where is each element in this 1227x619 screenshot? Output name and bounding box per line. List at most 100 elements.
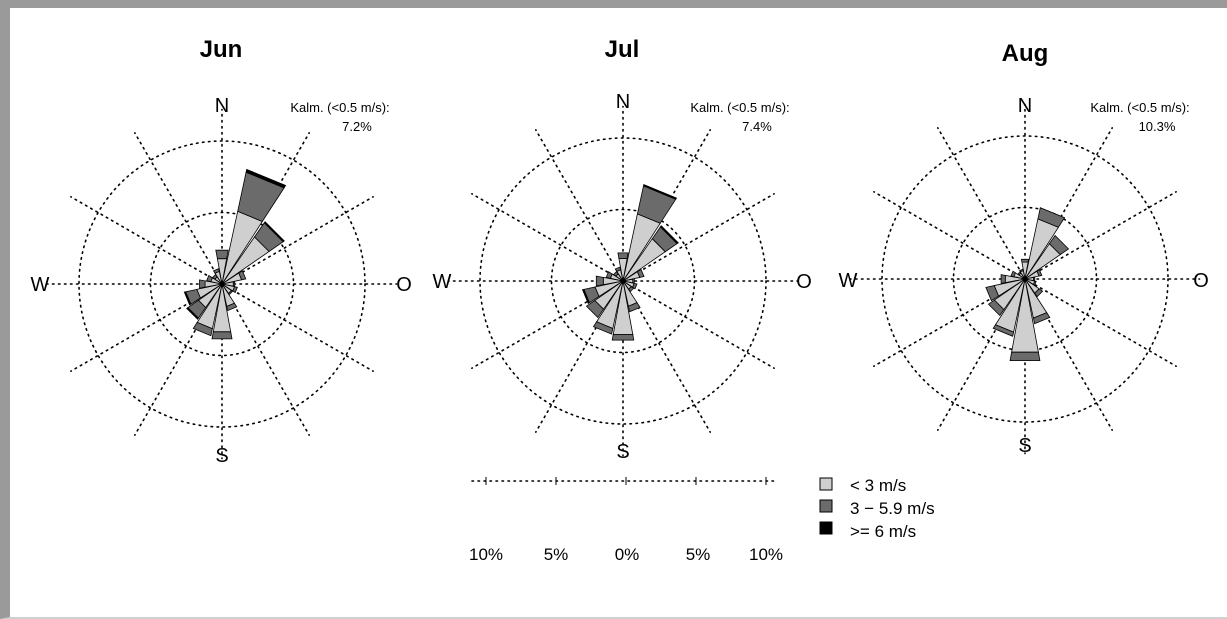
- rose-spoke-jul-8: [471, 280, 624, 370]
- rose-petal-jul-S-1: [611, 334, 635, 341]
- legend-label-1: 3 − 5.9 m/s: [850, 499, 935, 518]
- rose-petal-aug-W-1: [1000, 274, 1006, 284]
- rose-label-s-aug: S: [1018, 435, 1031, 457]
- rose-petal-jul-W-1: [595, 275, 604, 287]
- rose-petal-aug-E-1: [1033, 276, 1036, 282]
- rose-spoke-jul-10: [471, 193, 624, 282]
- rose-petal-aug-N-1: [1020, 258, 1030, 263]
- rose-petal-jun-SSW-1: [192, 321, 213, 337]
- rose-label-w-aug: W: [839, 270, 858, 292]
- windrose-jun: [46, 108, 398, 460]
- scale-label-1: 5%: [544, 545, 569, 564]
- rose-petal-jun-ENE-1: [238, 270, 247, 281]
- rose-petal-aug-SE-1: [1034, 288, 1044, 298]
- rose-petal-jun-SSE-1: [226, 302, 238, 312]
- rose-label-e-jun: O: [396, 274, 412, 296]
- rose-spoke-jun-4: [221, 283, 374, 373]
- rose-petal-jul-WNW-1: [605, 271, 613, 279]
- rose-label-w-jun: W: [31, 274, 50, 296]
- rose-petal-aug-WNW-1: [1010, 270, 1016, 278]
- rose-label-n-jun: N: [215, 95, 229, 117]
- rose-spoke-jul-7: [534, 280, 624, 433]
- scale-label-2: 0%: [615, 545, 640, 564]
- rose-title-jun: Jun: [200, 36, 243, 63]
- rose-spoke-jun-1: [221, 132, 311, 285]
- rose-petal-jul-ENE-1: [636, 268, 645, 278]
- rose-spoke-aug-5: [1024, 278, 1113, 431]
- legend-swatch-2: [819, 521, 833, 535]
- rose-spoke-jul-5: [622, 280, 712, 433]
- rose-petal-jun-NNE-1: [237, 171, 285, 222]
- rose-petal-jun-NNE-2: [245, 168, 287, 189]
- rose-spoke-jul-4: [622, 280, 775, 370]
- rose-spoke-jul-2: [622, 193, 775, 282]
- rose-petal-jun-NE-2: [263, 221, 285, 243]
- legend-swatch-1: [819, 499, 833, 513]
- rose-spoke-jul-11: [534, 129, 624, 282]
- rose-petal-jun-S-1: [211, 331, 233, 340]
- calm-label-jun: Kalm. (<0.5 m/s):: [290, 100, 389, 115]
- rose-petal-jun-ESE-1: [232, 286, 238, 294]
- rose-spoke-aug-7: [936, 278, 1026, 431]
- rose-petal-jun-SW-2: [186, 307, 199, 320]
- scale-label-4: 10%: [749, 545, 783, 564]
- rose-petal-aug-SW-1: [987, 299, 1005, 317]
- rose-petal-aug-NNW-1: [1019, 268, 1024, 273]
- rose-petal-jun-WSW-2: [183, 291, 192, 306]
- rose-label-w-jul: W: [433, 271, 452, 293]
- rose-petal-aug-ENE-1: [1036, 269, 1043, 277]
- legend-label-0: < 3 m/s: [850, 476, 906, 495]
- rose-petal-jul-N-1: [617, 252, 629, 259]
- rose-petal-aug-WSW-1: [985, 285, 1000, 302]
- legend-swatch-0: [819, 477, 833, 491]
- rose-label-e-aug: O: [1193, 270, 1209, 292]
- rose-label-n-jul: N: [616, 91, 630, 113]
- rose-spoke-aug-10: [873, 191, 1026, 280]
- scale-label-3: 5%: [686, 545, 711, 564]
- rose-label-s-jul: S: [616, 441, 629, 463]
- rose-petal-aug-NNE-1: [1037, 207, 1066, 228]
- rose-spoke-jun-10: [70, 196, 223, 285]
- rose-petal-jun-NNW-1: [212, 268, 220, 274]
- rose-spoke-jun-11: [134, 132, 223, 285]
- rose-spoke-jun-2: [221, 196, 374, 285]
- scale-label-0: 10%: [469, 545, 503, 564]
- rose-petal-jul-E-1: [632, 278, 635, 284]
- rose-spoke-aug-4: [1024, 278, 1177, 368]
- rose-petal-jul-SSW-1: [592, 321, 614, 335]
- rose-petal-jul-NE-2: [659, 225, 679, 245]
- rose-label-s-jun: S: [215, 445, 228, 467]
- rose-spoke-aug-2: [1024, 191, 1177, 280]
- rose-spoke-jun-7: [134, 283, 223, 436]
- rose-spoke-jul-1: [622, 129, 712, 282]
- rose-spoke-jun-8: [70, 283, 223, 373]
- rose-ring-jun-1: [78, 140, 366, 428]
- calm-value-jul: 7.4%: [742, 119, 772, 134]
- rose-spoke-aug-11: [936, 127, 1026, 280]
- rose-petal-aug-SSE-1: [1032, 312, 1051, 325]
- rose-petal-jul-NNW-1: [614, 266, 622, 272]
- rose-spoke-aug-1: [1024, 127, 1113, 280]
- calm-value-jun: 7.2%: [342, 119, 372, 134]
- calm-value-aug: 10.3%: [1139, 119, 1176, 134]
- windrose-jul: [447, 105, 799, 457]
- rose-petal-jul-NNE-2: [643, 183, 678, 200]
- windrose-aug: [849, 103, 1201, 455]
- rose-petal-jul-SW-1: [585, 299, 605, 319]
- calm-label-aug: Kalm. (<0.5 m/s):: [1090, 100, 1189, 115]
- rose-label-n-aug: N: [1018, 95, 1032, 117]
- legend-label-2: >= 6 m/s: [850, 522, 916, 541]
- rose-ring-aug-1: [881, 135, 1169, 423]
- rose-petal-jun-E-1: [232, 281, 236, 287]
- calm-label-jul: Kalm. (<0.5 m/s):: [690, 100, 789, 115]
- rose-petal-aug-S-1: [1009, 351, 1041, 361]
- rose-petal-jun-N-1: [215, 249, 229, 260]
- rose-spoke-aug-8: [873, 278, 1026, 368]
- rose-spoke-jun-5: [221, 283, 311, 436]
- rose-title-jul: Jul: [605, 36, 640, 63]
- rose-petal-aug-SSW-1: [992, 324, 1015, 337]
- rose-petal-jul-SSE-1: [627, 302, 641, 313]
- rose-petal-jun-WNW-1: [206, 274, 213, 283]
- rose-petal-aug-NE-1: [1048, 234, 1070, 256]
